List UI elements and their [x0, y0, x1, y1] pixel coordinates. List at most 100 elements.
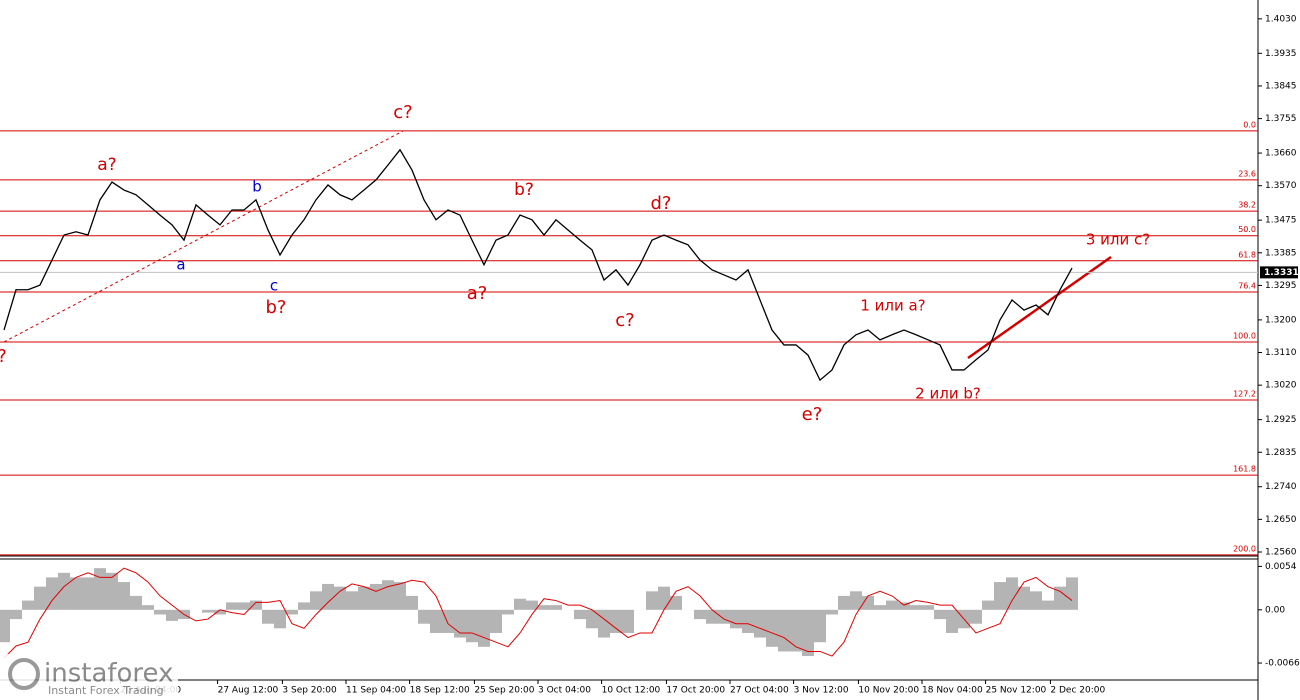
histogram-bar	[106, 572, 118, 610]
histogram-bar	[814, 609, 826, 643]
x-tick-label: 25 Nov 12:00	[986, 686, 1047, 696]
histogram-bar	[622, 609, 634, 633]
histogram-bar	[850, 591, 862, 610]
watermark: instaforex Instant Forex Trading	[0, 654, 178, 698]
histogram-bar	[142, 605, 154, 610]
y-tick-label: 1.3755	[1265, 114, 1297, 124]
histogram-bar	[1042, 600, 1054, 610]
histogram-bar	[1018, 586, 1030, 610]
histogram-bar	[214, 609, 226, 615]
histogram-bar	[46, 577, 58, 610]
wave-label: b?	[266, 297, 287, 318]
fib-level-label: 0.0	[1243, 120, 1256, 129]
fib-level-label: 38.2	[1238, 201, 1256, 210]
histogram-bar	[514, 598, 526, 610]
y-tick-label: 1.3385	[1265, 248, 1297, 258]
histogram-bar	[382, 580, 394, 610]
watermark-brand: instaforex	[44, 659, 173, 689]
y-tick-label: 1.3935	[1265, 49, 1297, 59]
histogram-bar	[154, 609, 166, 615]
histogram-bar	[934, 609, 946, 620]
histogram-bar	[730, 609, 742, 629]
histogram-bar	[838, 595, 850, 610]
histogram-bar	[862, 595, 874, 610]
y-tick-label: 1.3110	[1265, 348, 1297, 358]
histogram-bar	[754, 609, 766, 638]
histogram-bar	[718, 609, 730, 624]
histogram-bar	[766, 609, 778, 647]
wave-label: c?	[393, 102, 412, 123]
histogram-bar	[202, 609, 214, 613]
histogram-bar	[130, 595, 142, 610]
histogram-bar	[886, 600, 898, 610]
y-tick-label: 0.00	[1265, 605, 1285, 615]
y-tick-label: 0.0054	[1265, 562, 1297, 572]
price-line	[3, 148, 1073, 382]
fib-level-label: 61.8	[1238, 250, 1256, 259]
wave-label: b	[252, 178, 262, 196]
watermark-tagline: Instant Forex Trading	[48, 684, 164, 697]
histogram-bar	[466, 609, 478, 643]
histogram-bar	[502, 609, 514, 615]
wave-label: 1 или a?	[860, 297, 925, 315]
histogram-bar	[526, 600, 538, 610]
histogram-bar	[226, 602, 238, 610]
histogram-bar	[946, 609, 958, 633]
wave-label: a	[176, 256, 185, 274]
x-tick-label: 10 Nov 20:00	[858, 686, 919, 696]
histogram-bar	[418, 609, 430, 624]
wave-label: b?	[514, 180, 534, 200]
histogram-bar	[1030, 591, 1042, 610]
histogram-bar	[298, 602, 310, 610]
histogram-bar	[358, 586, 370, 610]
y-tick-label: 1.3845	[1265, 81, 1297, 91]
histogram-bar	[994, 582, 1006, 610]
wave-label: d?	[651, 193, 672, 214]
wave-label: e?	[802, 404, 823, 425]
histogram-bar	[574, 609, 586, 620]
x-tick-label: 17 Oct 20:00	[666, 686, 725, 696]
fib-level-label: 50.0	[1238, 225, 1256, 234]
fib-level-label: 200.0	[1233, 544, 1256, 553]
histogram-bar	[922, 605, 934, 610]
wave-label: c	[270, 277, 278, 295]
y-tick-label: 1.2925	[1265, 415, 1297, 425]
histogram-bar	[394, 582, 406, 610]
histogram-bar	[970, 609, 982, 624]
fib-level-label: 127.2	[1233, 390, 1256, 399]
histogram-bar	[22, 600, 34, 610]
signal-line	[3, 567, 1073, 659]
wave-label: a?	[467, 283, 488, 304]
histogram-bar	[670, 595, 682, 610]
fib-level-label: 23.6	[1238, 169, 1256, 178]
x-tick-label: 27 Aug 12:00	[218, 686, 279, 696]
histogram-bar	[874, 605, 886, 610]
histogram-bar	[586, 609, 598, 629]
histogram-bar	[238, 602, 250, 610]
wave-label: ?	[0, 346, 7, 367]
y-tick-label: 1.3660	[1265, 149, 1297, 159]
y-tick-label: 1.2650	[1265, 515, 1297, 525]
histogram-bar	[982, 600, 994, 610]
x-tick-label: 18 Nov 04:00	[922, 686, 983, 696]
histogram-bar	[34, 586, 46, 610]
x-tick-label: 2 Dec 20:00	[1050, 686, 1105, 696]
y-tick-label: 1.3295	[1265, 281, 1297, 291]
wave-label: 2 или b?	[915, 385, 981, 403]
histogram-bar	[370, 583, 382, 610]
y-tick-label: 1.4030	[1265, 14, 1297, 24]
histogram-bar	[250, 600, 262, 610]
histogram-bar	[166, 609, 178, 621]
wave-label: c?	[615, 310, 634, 331]
histogram-bar	[70, 577, 82, 610]
histogram-bar	[826, 609, 838, 615]
y-tick-label: 1.2740	[1265, 482, 1297, 492]
x-tick-label: 10 Oct 12:00	[602, 686, 661, 696]
y-tick-label: -0.00662	[1265, 659, 1300, 669]
histogram-bar	[322, 583, 334, 610]
histogram-bar	[10, 609, 22, 620]
histogram-bar	[274, 609, 286, 629]
histogram-bar	[742, 609, 754, 633]
